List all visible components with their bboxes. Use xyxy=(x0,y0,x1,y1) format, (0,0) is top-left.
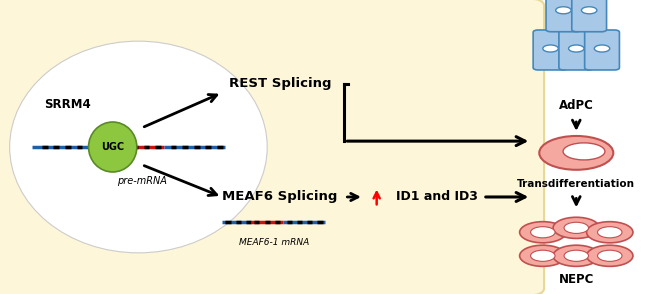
Ellipse shape xyxy=(519,245,566,266)
FancyBboxPatch shape xyxy=(559,30,593,70)
Text: REST Splicing: REST Splicing xyxy=(229,77,332,90)
FancyBboxPatch shape xyxy=(533,30,568,70)
Ellipse shape xyxy=(530,227,555,238)
Circle shape xyxy=(556,7,571,14)
Text: pre-mRNA: pre-mRNA xyxy=(117,176,166,186)
Text: UGC: UGC xyxy=(101,142,124,152)
Text: MEAF6-1 mRNA: MEAF6-1 mRNA xyxy=(239,238,309,247)
Ellipse shape xyxy=(530,250,555,261)
Ellipse shape xyxy=(597,227,622,238)
Circle shape xyxy=(594,45,610,52)
Circle shape xyxy=(543,45,558,52)
Ellipse shape xyxy=(586,245,633,266)
Text: Transdifferentiation: Transdifferentiation xyxy=(517,179,635,189)
Text: ID1 and ID3: ID1 and ID3 xyxy=(396,191,478,203)
Circle shape xyxy=(569,45,584,52)
FancyBboxPatch shape xyxy=(584,30,619,70)
Ellipse shape xyxy=(540,136,614,170)
Text: AdPC: AdPC xyxy=(559,99,593,112)
Ellipse shape xyxy=(564,250,588,261)
FancyBboxPatch shape xyxy=(546,0,581,32)
Ellipse shape xyxy=(553,245,599,266)
Circle shape xyxy=(582,7,597,14)
Text: MEAF6 Splicing: MEAF6 Splicing xyxy=(222,191,338,203)
Text: NEPC: NEPC xyxy=(558,273,594,286)
Ellipse shape xyxy=(10,41,267,253)
Ellipse shape xyxy=(564,222,588,233)
Ellipse shape xyxy=(553,217,599,238)
Ellipse shape xyxy=(586,222,633,243)
Text: SRRM4: SRRM4 xyxy=(44,98,91,111)
FancyBboxPatch shape xyxy=(0,0,544,294)
Ellipse shape xyxy=(597,250,622,261)
Ellipse shape xyxy=(563,143,605,160)
FancyBboxPatch shape xyxy=(572,0,606,32)
Ellipse shape xyxy=(88,122,137,172)
Ellipse shape xyxy=(519,222,566,243)
